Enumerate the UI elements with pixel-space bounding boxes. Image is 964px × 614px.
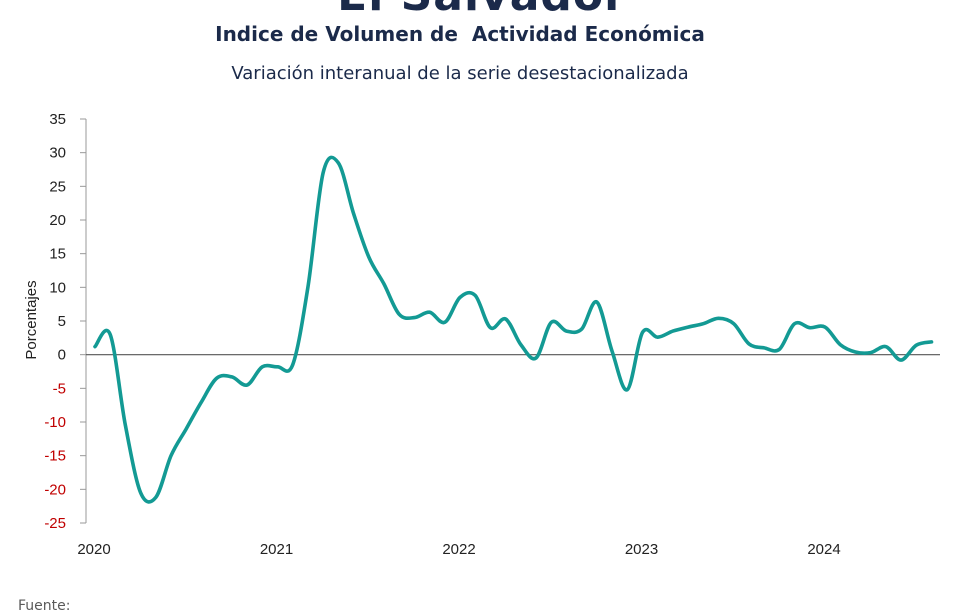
y-tick-label: 35	[49, 111, 66, 128]
series-layer	[93, 155, 934, 504]
data-point	[321, 171, 325, 175]
data-point	[93, 345, 97, 349]
x-tick-label: 2020	[77, 541, 110, 558]
data-point	[306, 285, 310, 289]
y-tick-label: 5	[58, 313, 66, 330]
data-point	[793, 322, 797, 326]
data-point	[656, 335, 660, 339]
data-point	[686, 325, 690, 329]
data-point	[869, 351, 873, 355]
data-point	[139, 491, 143, 495]
data-point	[777, 347, 781, 351]
y-tick-label: -25	[44, 515, 66, 532]
data-point	[610, 349, 614, 353]
data-point	[412, 316, 416, 320]
data-point	[200, 400, 204, 404]
data-point	[352, 211, 356, 215]
data-point	[184, 427, 188, 431]
data-point	[504, 317, 508, 321]
data-point	[397, 312, 401, 316]
data-point	[245, 383, 249, 387]
data-point	[595, 300, 599, 304]
data-point	[382, 282, 386, 286]
data-point	[914, 343, 918, 347]
data-point	[823, 325, 827, 329]
data-point	[336, 161, 340, 165]
series-line	[93, 155, 934, 504]
chart-title: Indice de Volumen de Actividad Económica	[215, 22, 705, 46]
data-point	[291, 363, 295, 367]
x-tick-label: 2022	[442, 541, 475, 558]
x-tick-label: 2024	[807, 541, 840, 558]
data-point	[747, 342, 751, 346]
y-tick-label: -10	[44, 414, 66, 431]
data-point	[580, 327, 584, 331]
data-point	[534, 356, 538, 360]
data-point	[519, 343, 523, 347]
x-axis: 2020 2021 2022 2023 2024	[77, 354, 940, 558]
data-point	[488, 326, 492, 330]
y-tick-label: 25	[49, 178, 66, 195]
data-point	[154, 495, 158, 499]
y-tick-label: 0	[58, 347, 66, 364]
data-point	[443, 320, 447, 324]
data-point	[230, 375, 234, 379]
x-tick-label: 2023	[625, 541, 658, 558]
y-tick-label: -15	[44, 448, 66, 465]
data-point	[367, 255, 371, 259]
data-point	[458, 295, 462, 299]
data-point	[762, 346, 766, 350]
data-point	[625, 388, 629, 392]
data-point	[108, 333, 112, 337]
data-point	[428, 310, 432, 314]
data-point	[930, 340, 934, 344]
y-tick-label: 30	[49, 145, 66, 162]
data-point	[884, 345, 888, 349]
data-point	[808, 326, 812, 330]
data-point	[853, 350, 857, 354]
data-point	[123, 423, 127, 427]
data-point	[549, 320, 553, 324]
data-point	[215, 376, 219, 380]
data-point	[641, 330, 645, 334]
data-point	[838, 343, 842, 347]
data-point	[169, 454, 173, 458]
data-point	[276, 365, 280, 369]
y-axis: 35 30 25 20 15 10 5 0 -5 -10 -15 -20 -25	[44, 111, 87, 532]
data-point	[473, 293, 477, 297]
data-point	[717, 316, 721, 320]
chart-subtitle: Variación interanual de la serie desesta…	[231, 63, 689, 84]
y-tick-label: -5	[53, 380, 66, 397]
data-point	[671, 329, 675, 333]
country-title: El Salvador	[0, 0, 964, 21]
x-tick-label: 2021	[260, 541, 293, 558]
y-tick-label: 15	[49, 246, 66, 263]
data-point	[565, 329, 569, 333]
source-note: Fuente:	[18, 598, 71, 614]
y-tick-label: -20	[44, 481, 66, 498]
y-tick-label: 20	[49, 212, 66, 229]
y-tick-label: 10	[49, 279, 66, 296]
data-point	[701, 322, 705, 326]
y-axis-label: Porcentajes	[23, 280, 40, 359]
data-point	[260, 365, 264, 369]
data-point	[732, 322, 736, 326]
data-point	[899, 358, 903, 362]
